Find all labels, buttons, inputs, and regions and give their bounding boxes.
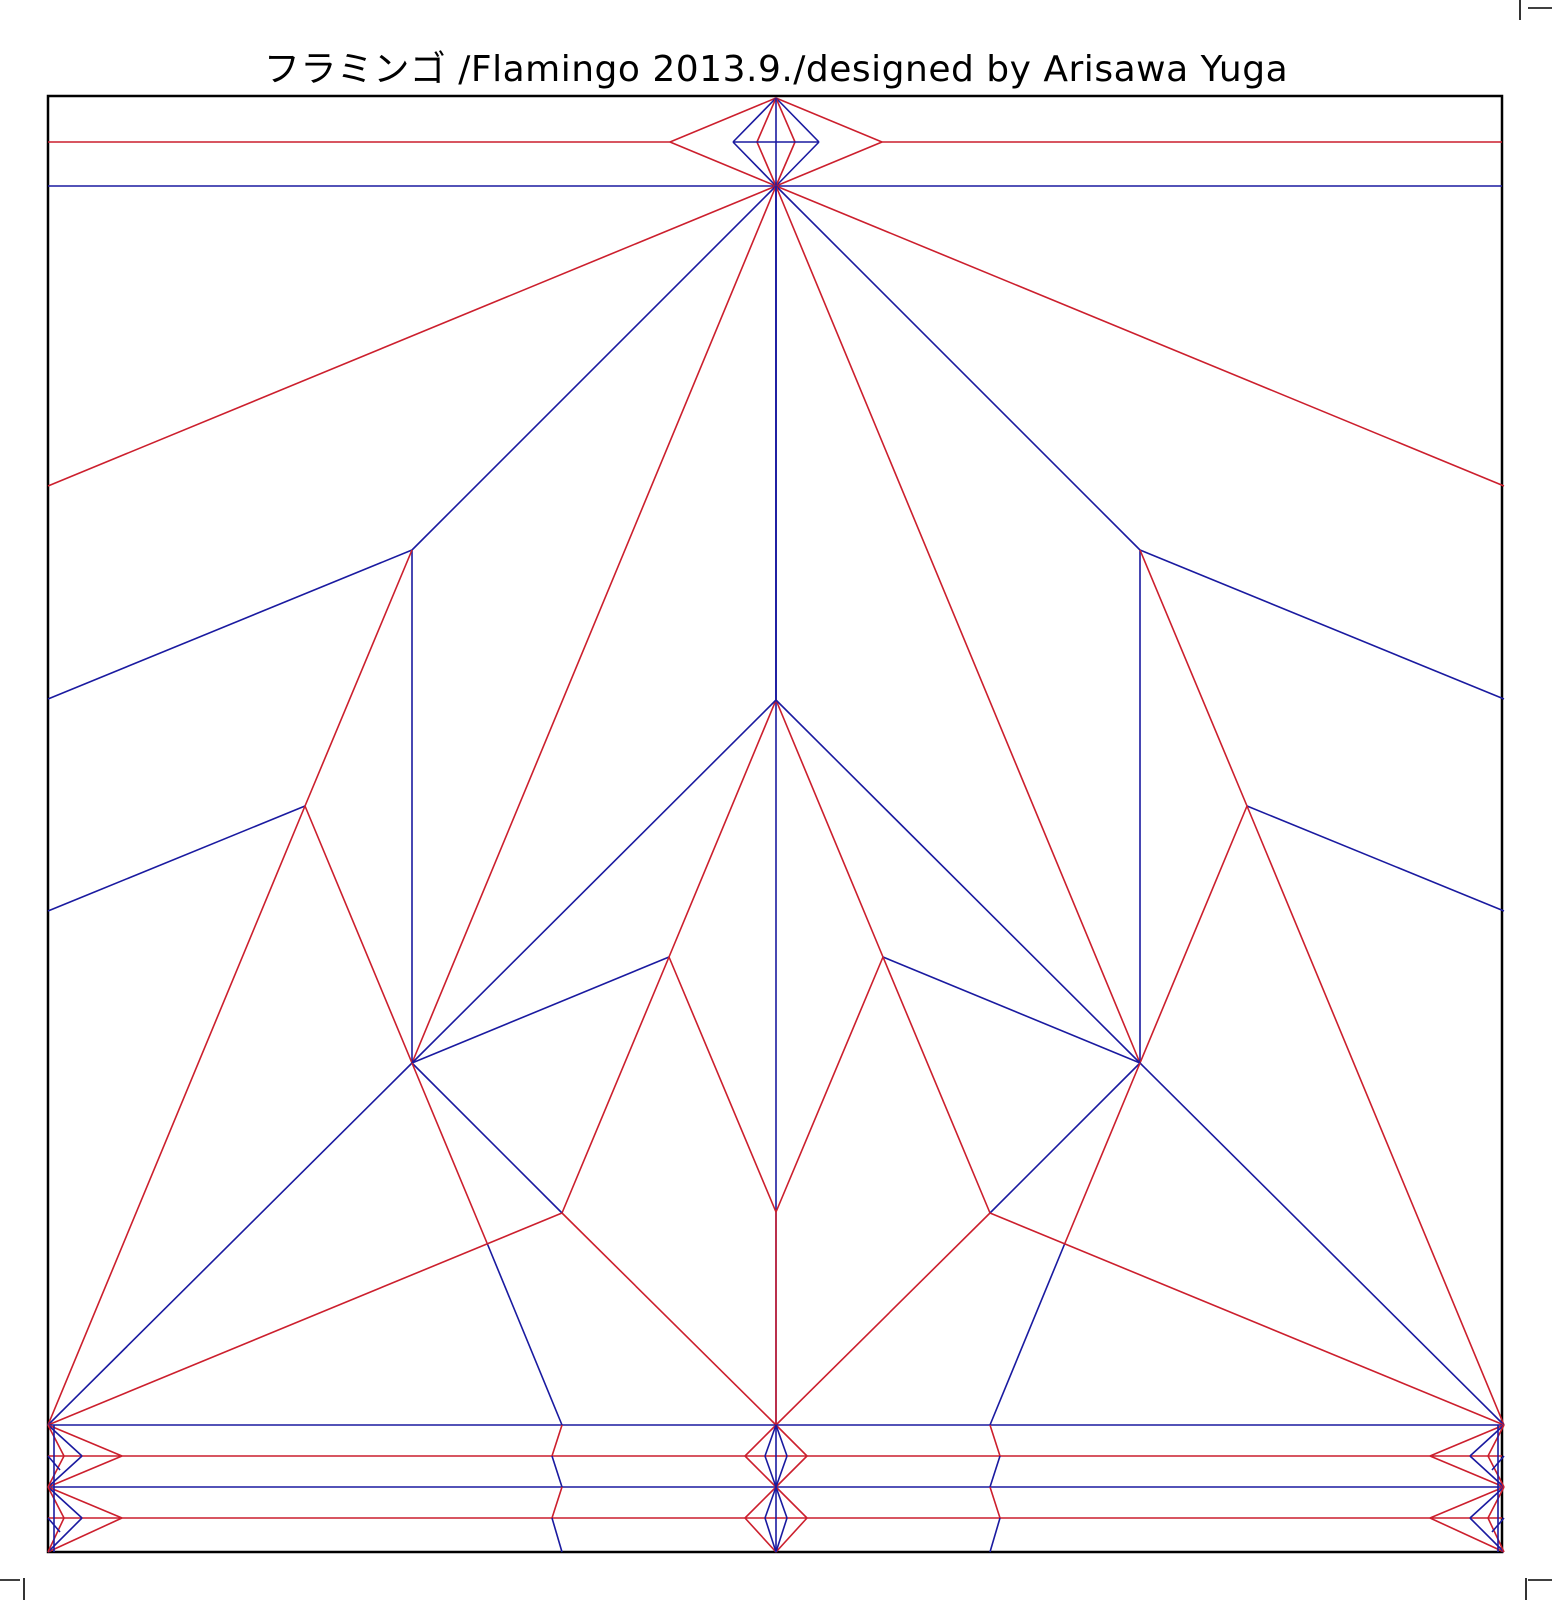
mountain-crease	[756, 97, 777, 143]
valley-crease	[47, 1455, 83, 1488]
valley-crease	[775, 185, 1141, 551]
valley-crease	[1139, 1062, 1505, 1426]
mountain-crease	[1429, 1517, 1505, 1553]
valley-crease	[989, 1517, 1001, 1553]
mountain-crease	[775, 699, 884, 958]
mountain-crease	[756, 141, 777, 187]
mountain-crease	[775, 97, 883, 143]
mountain-crease	[775, 1486, 808, 1519]
valley-crease	[989, 1455, 1001, 1488]
mountain-crease	[561, 1212, 777, 1426]
mountain-crease	[775, 97, 796, 143]
mountain-crease	[1487, 1424, 1505, 1457]
mountain-crease	[1429, 1455, 1505, 1488]
valley-crease	[47, 1424, 83, 1457]
mountain-crease	[47, 1486, 65, 1519]
mountain-crease	[668, 699, 777, 958]
mountain-crease	[411, 1062, 488, 1244]
mountain-crease	[561, 956, 670, 1214]
mountain-crease	[551, 1424, 563, 1457]
mountain-crease	[551, 1486, 563, 1519]
mountain-crease	[411, 185, 777, 1064]
mountain-crease	[304, 549, 413, 807]
mountain-crease	[1487, 1486, 1505, 1519]
mountain-crease	[775, 1517, 808, 1553]
mountain-crease	[47, 185, 777, 487]
valley-crease	[47, 549, 413, 700]
mountain-crease	[775, 141, 796, 187]
valley-crease	[732, 97, 777, 143]
valley-crease	[775, 1455, 788, 1488]
mountain-crease	[1246, 805, 1505, 1426]
valley-crease	[411, 1062, 563, 1214]
valley-crease	[1469, 1455, 1505, 1488]
valley-crease	[47, 1062, 413, 1426]
mountain-crease	[304, 805, 413, 1064]
mountain-crease	[1429, 1486, 1505, 1519]
valley-crease	[411, 185, 777, 551]
mountain-crease	[47, 1424, 123, 1457]
mountain-crease	[744, 1424, 777, 1457]
valley-crease	[764, 1517, 777, 1553]
valley-crease	[551, 1517, 563, 1553]
mountain-crease	[775, 185, 1141, 1064]
mountain-crease	[1429, 1424, 1505, 1457]
valley-crease	[47, 1486, 83, 1519]
mountain-crease	[1487, 1517, 1505, 1553]
mountain-crease	[989, 1424, 1001, 1457]
valley-crease	[775, 1517, 788, 1553]
mountain-crease	[775, 141, 883, 187]
valley-crease	[764, 1455, 777, 1488]
mountain-crease	[744, 1455, 777, 1488]
valley-crease	[411, 956, 670, 1064]
mountain-crease	[47, 1517, 123, 1553]
mountain-crease	[775, 185, 1505, 487]
valley-crease	[764, 1486, 777, 1519]
mountain-crease	[775, 1424, 808, 1457]
mountain-crease	[775, 956, 884, 1213]
mountain-crease	[1139, 549, 1248, 807]
mountain-crease	[989, 1212, 1505, 1426]
mountain-crease	[744, 1486, 777, 1519]
mountain-crease	[882, 956, 991, 1214]
valley-crease	[47, 805, 306, 912]
mountain-crease	[47, 1212, 563, 1426]
valley-crease	[486, 1242, 563, 1426]
mountain-crease	[1487, 1455, 1505, 1488]
valley-crease	[551, 1455, 563, 1488]
mountain-crease	[775, 1212, 991, 1426]
valley-crease	[882, 956, 1141, 1064]
valley-crease	[775, 1486, 788, 1519]
valley-crease	[989, 1062, 1141, 1214]
mountain-crease	[47, 1517, 65, 1553]
valley-crease	[411, 699, 777, 1064]
valley-crease	[775, 1424, 788, 1457]
valley-crease	[775, 97, 820, 143]
mountain-crease	[47, 1486, 123, 1519]
mountain-crease	[47, 1455, 65, 1488]
valley-crease	[1139, 549, 1505, 700]
valley-crease	[1469, 1424, 1505, 1457]
valley-crease	[732, 141, 777, 187]
mountain-crease	[47, 1455, 123, 1488]
mountain-crease	[775, 1455, 808, 1488]
mountain-crease	[1064, 1062, 1141, 1244]
mountain-crease	[744, 1517, 777, 1553]
valley-crease	[1469, 1486, 1505, 1519]
mountain-crease	[47, 805, 306, 1426]
mountain-crease	[668, 956, 777, 1213]
mountain-crease	[669, 141, 777, 187]
valley-crease	[1246, 805, 1505, 912]
diagram-title: フラミンゴ /Flamingo 2013.9./designed by Aris…	[263, 49, 1289, 90]
mountain-crease	[989, 1486, 1001, 1519]
valley-crease	[775, 141, 820, 187]
valley-crease	[989, 1242, 1066, 1426]
mountain-crease	[47, 1424, 65, 1457]
valley-crease	[764, 1424, 777, 1457]
mountain-crease	[1139, 805, 1248, 1064]
valley-crease	[775, 699, 1141, 1064]
mountain-crease	[669, 97, 777, 143]
